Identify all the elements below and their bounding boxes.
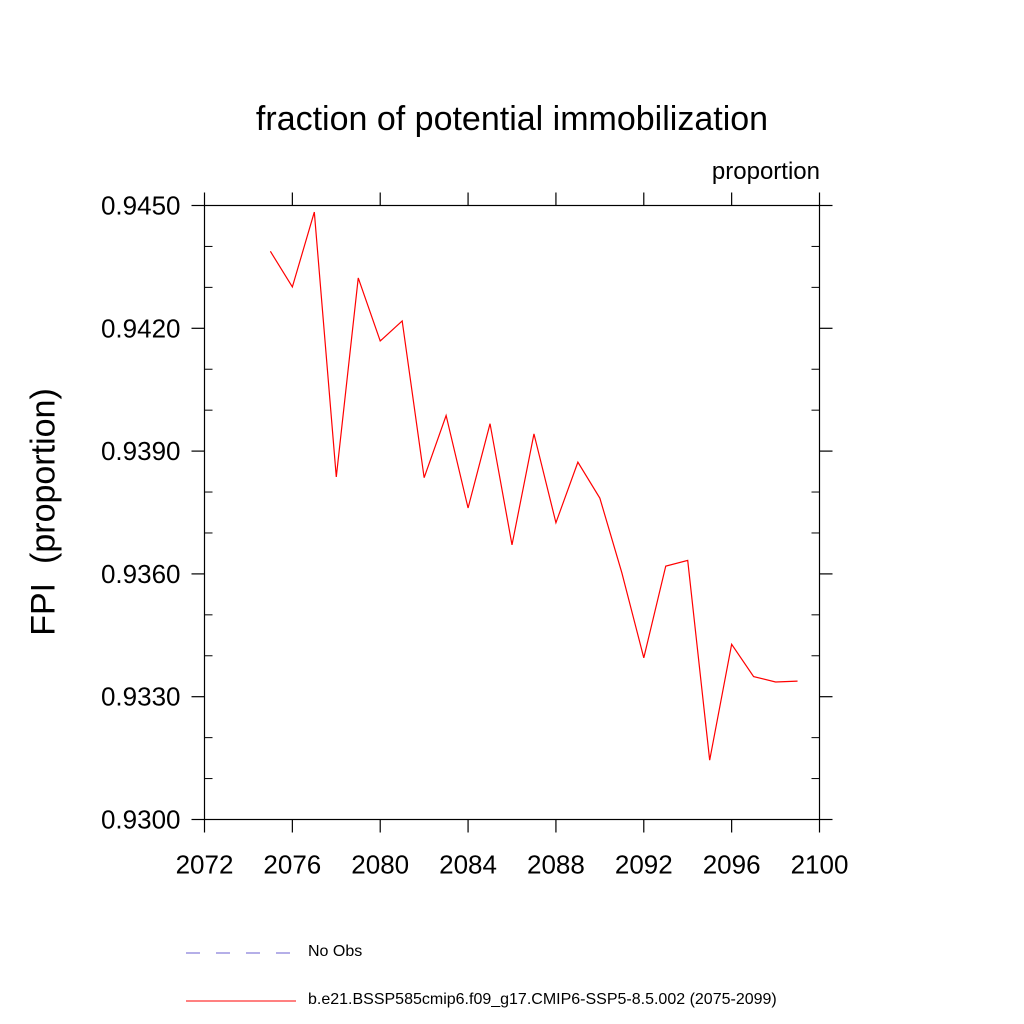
x-tick-label: 2080 — [351, 850, 409, 880]
data-series — [269, 211, 798, 761]
x-tick-label: 2076 — [263, 850, 321, 880]
chart-title: fraction of potential immobilization — [255, 100, 769, 138]
legend-samples — [186, 952, 296, 1002]
x-tick-label: 2072 — [176, 850, 234, 880]
legend-label-no-obs: No Obs — [308, 943, 363, 960]
y-tick-label: 0.9450 — [101, 191, 181, 221]
x-tick-label: 2100 — [791, 850, 849, 880]
y-tick-label: 0.9390 — [101, 436, 181, 466]
y-tick-label: 0.9330 — [101, 682, 181, 712]
units-label: proportion — [711, 158, 820, 185]
legend-label-model-run: b.e21.BSSP585cmip6.f09_g17.CMIP6-SSP5-8.… — [308, 991, 777, 1008]
series-line — [269, 211, 798, 761]
y-tick-label: 0.9360 — [101, 559, 181, 589]
axis-ticks — [191, 192, 833, 833]
axis-tick-labels: 2072 2076 2080 2084 2088 2092 2096 2100 0.9300 0.… — [101, 191, 848, 880]
x-tick-label: 2092 — [615, 850, 673, 880]
x-tick-label: 2084 — [439, 850, 497, 880]
y-axis-label: FPI (proportion) — [24, 388, 63, 636]
plot-frame — [203, 204, 821, 821]
y-tick-label: 0.9300 — [101, 805, 181, 835]
x-tick-label: 2088 — [527, 850, 585, 880]
x-tick-label: 2096 — [703, 850, 761, 880]
y-tick-label: 0.9420 — [101, 313, 181, 343]
